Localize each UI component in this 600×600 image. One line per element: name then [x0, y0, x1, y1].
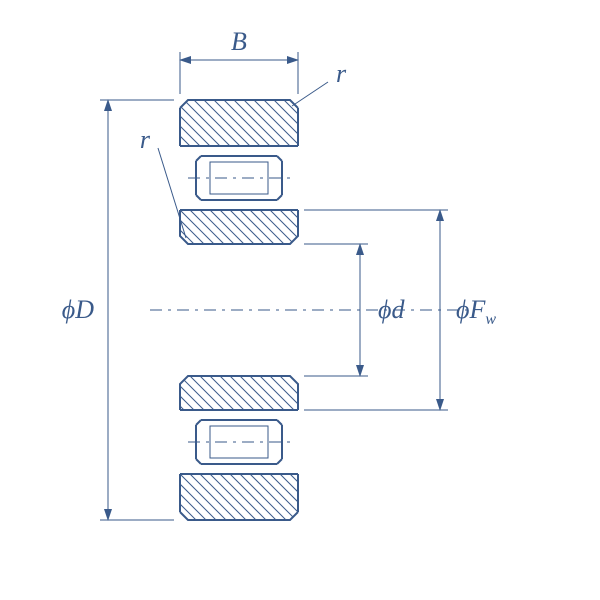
svg-text:ϕD: ϕD [62, 295, 94, 324]
svg-text:ϕd: ϕd [378, 295, 405, 324]
drawing-layer: Br r ϕD ϕd ϕFw [62, 27, 497, 554]
svg-text:B: B [231, 27, 247, 56]
svg-text:ϕFw: ϕFw [456, 295, 496, 328]
svg-text:r: r [336, 59, 347, 88]
bearing-cross-section-diagram: Br r ϕD ϕd ϕFw [0, 0, 600, 600]
svg-text:r: r [140, 125, 151, 154]
